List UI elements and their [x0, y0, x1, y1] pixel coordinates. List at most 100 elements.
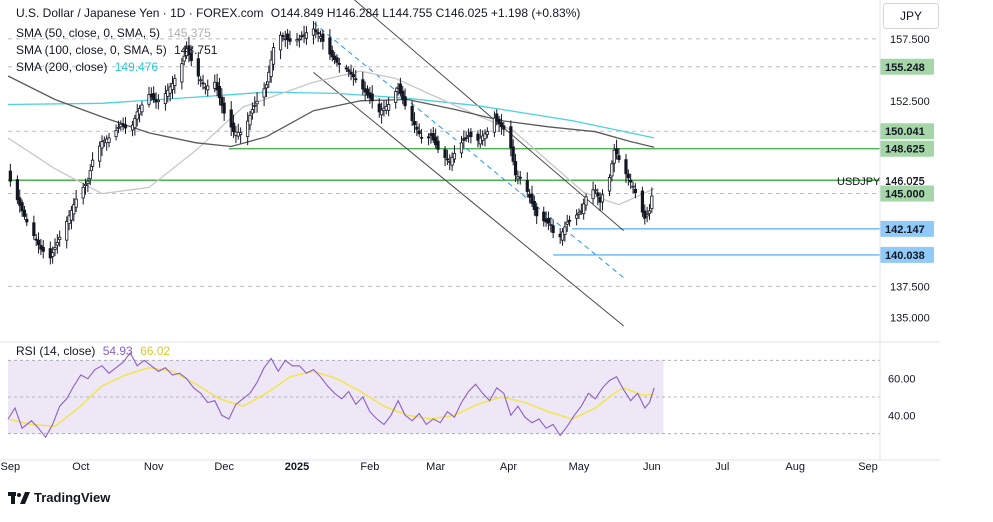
candle-down: [551, 225, 555, 233]
candle-up: [170, 83, 175, 90]
candle-up: [83, 183, 88, 186]
candle-down: [464, 137, 468, 140]
tradingview-label: TradingView: [34, 490, 111, 505]
candle-up: [394, 91, 398, 103]
price-badge-label: 155.248: [885, 62, 925, 74]
candle-down: [335, 57, 339, 63]
candle-up: [565, 221, 569, 225]
currency-button[interactable]: JPY: [883, 3, 939, 29]
rsi-line: [7, 351, 655, 439]
candle-down: [518, 176, 522, 179]
candle-up: [262, 88, 266, 98]
candle-up: [90, 159, 95, 167]
candle-down: [513, 161, 518, 176]
levels-layer: [8, 148, 880, 256]
candle-down: [354, 78, 358, 81]
candle-down: [286, 33, 290, 41]
sma100-label: SMA (100, close, 0, SMA, 5): [16, 43, 167, 57]
sma100-value: 148.751: [174, 43, 218, 57]
rsi-value: 54.93: [102, 344, 133, 358]
rsi-panel: [7, 351, 880, 439]
candle-up: [452, 152, 457, 160]
candle-down: [626, 173, 630, 179]
candle-up: [380, 109, 384, 116]
candle-down: [349, 71, 353, 75]
candle-down: [18, 197, 22, 206]
price-badge-box: [880, 185, 934, 202]
candle-up: [135, 111, 139, 120]
legend-sma100[interactable]: SMA (100, close, 0, SMA, 5) 148.751: [16, 43, 217, 57]
candle-up: [645, 214, 649, 217]
candle-down: [231, 122, 236, 133]
candle-up: [304, 32, 309, 39]
candle-up: [582, 203, 586, 215]
price-badge-box: [880, 220, 934, 237]
tradingview-brand[interactable]: TradingView: [8, 490, 110, 505]
candle-up: [250, 109, 254, 114]
candle-down: [220, 96, 224, 106]
candle-up: [206, 85, 210, 91]
time-tick-label: Feb: [360, 461, 379, 473]
candle-down: [344, 67, 348, 70]
candle-up: [140, 104, 144, 113]
candle-up: [591, 189, 595, 200]
candle-down: [123, 124, 128, 129]
price-tick-label: 135.000: [890, 312, 930, 324]
candle-down: [469, 131, 473, 138]
candle-up: [173, 78, 177, 86]
rsi-ma-line: [7, 366, 655, 428]
candle-down: [502, 125, 506, 130]
legend-sma50[interactable]: SMA (50, close, 0, SMA, 5) 145.375: [16, 26, 211, 40]
tradingview-logo-icon: [8, 491, 30, 505]
candle-up: [560, 231, 565, 241]
sma50-value: 145.375: [167, 26, 211, 40]
candle-down: [398, 83, 403, 94]
candle-up: [549, 224, 553, 226]
candle-down: [476, 133, 480, 141]
candle-up: [253, 104, 257, 107]
price-tick-label: 137.500: [890, 281, 930, 293]
candle-down: [525, 180, 529, 192]
candle-up: [86, 180, 90, 184]
candle-up: [114, 130, 118, 138]
candle-up: [563, 226, 567, 235]
candle-down: [417, 130, 421, 135]
candle-up: [107, 137, 111, 143]
candle-down: [401, 90, 405, 100]
channel-lower-line: [313, 71, 624, 327]
candle-down: [187, 45, 191, 56]
candle-down: [497, 118, 501, 125]
candle-down: [419, 136, 424, 139]
candle-up: [74, 198, 78, 208]
candle-up: [53, 247, 57, 250]
legend-ohlc: O144.849 H146.284 L144.755 C146.025 +1.1…: [270, 6, 581, 20]
candle-down: [410, 105, 414, 121]
candle-down: [217, 86, 222, 99]
time-tick-label: Mar: [426, 461, 445, 473]
candle-down: [361, 79, 365, 90]
candles: [8, 20, 654, 265]
candle-down: [288, 38, 292, 42]
candle-up: [483, 133, 487, 140]
candle-down: [633, 188, 637, 194]
price-badge-box: [880, 123, 934, 140]
time-tick-label: Sep: [1, 461, 21, 473]
legend-sma200[interactable]: SMA (200, close) 149.476: [16, 60, 158, 74]
sma200-value: 149.476: [114, 60, 159, 74]
candle-down: [330, 50, 334, 58]
candle-down: [41, 246, 45, 252]
candle-down: [351, 74, 356, 78]
candle-down: [196, 58, 200, 77]
candle-up: [58, 236, 62, 240]
candle-down: [316, 32, 320, 35]
candle-up: [239, 132, 243, 135]
candle-up: [612, 149, 616, 164]
legend-rsi[interactable]: RSI (14, close) 54.93 66.02: [16, 344, 170, 358]
price-badges: 155.248 150.041 148.625 146.075 USDJPY 146.02…: [837, 58, 934, 263]
candle-up: [610, 163, 614, 177]
candle-up: [156, 99, 160, 103]
rsi-label: RSI (14, close): [16, 344, 96, 358]
time-tick-label: 2025: [285, 461, 309, 473]
